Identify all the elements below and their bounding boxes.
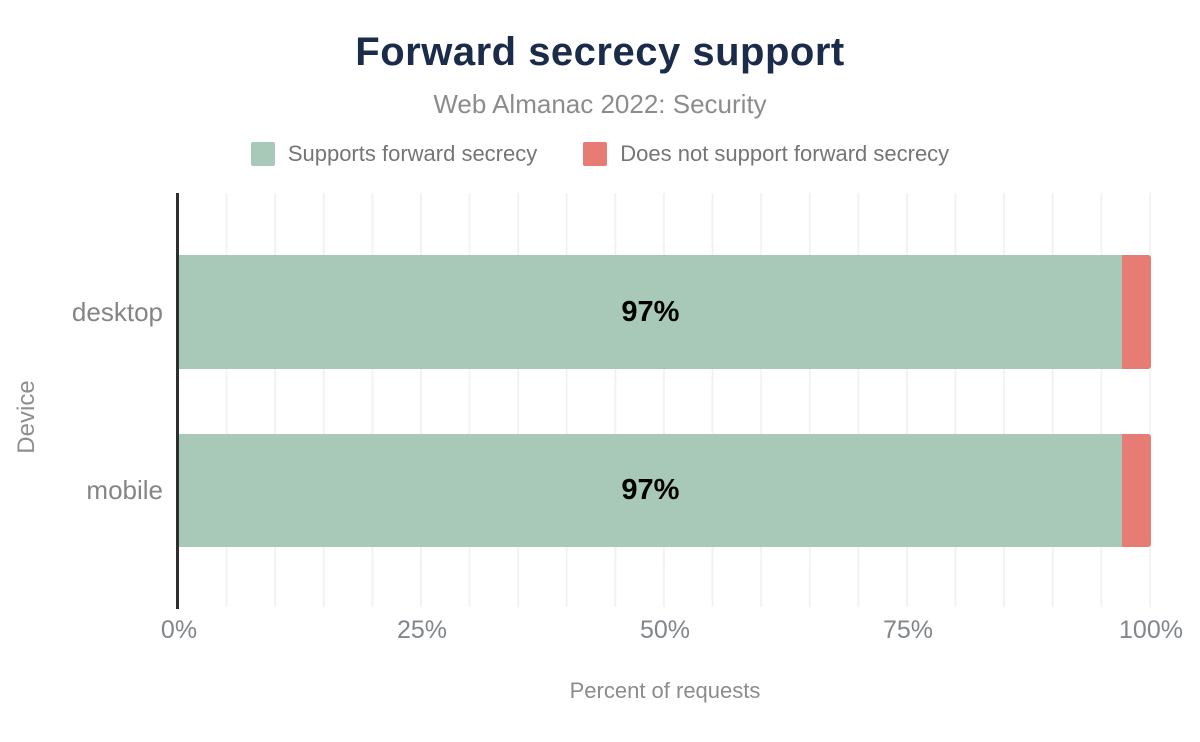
x-tick-100pct: 100%	[1119, 616, 1183, 644]
bar-segment-mobile-1	[1121, 434, 1151, 547]
category-label-mobile: mobile	[86, 475, 163, 505]
chart-subtitle: Web Almanac 2022: Security	[433, 89, 767, 119]
x-tick-25pct: 25%	[396, 616, 448, 644]
bar-value-label-mobile: 97%	[621, 474, 680, 506]
bar-segment-desktop-1	[1121, 255, 1151, 369]
category-label-desktop: desktop	[71, 297, 163, 327]
bar-row-desktop: 97%	[179, 255, 1151, 369]
legend: Supports forward secrecy Does not support…	[0, 141, 1200, 167]
y-axis-line	[176, 193, 179, 609]
bar-row-mobile: 97%	[179, 434, 1151, 547]
x-tick-50pct: 50%	[639, 616, 691, 644]
legend-label: Does not support forward secrecy	[620, 141, 950, 166]
legend-swatch-icon	[250, 142, 275, 166]
legend-item-1: Does not support forward secrecy	[583, 141, 949, 167]
x-tick-0pct: 0%	[160, 616, 198, 644]
bar-segment-desktop-0	[179, 255, 1122, 369]
legend-swatch-icon	[583, 142, 608, 166]
chart-title: Forward secrecy support	[355, 30, 845, 74]
plot-area: 97% 97%	[179, 193, 1151, 607]
x-axis-title: Percent of requests	[569, 678, 761, 703]
y-axis-title: Device	[13, 380, 40, 454]
bar-value-label-desktop: 97%	[621, 295, 680, 328]
legend-item-0: Supports forward secrecy	[250, 141, 538, 167]
bar-segment-mobile-0	[179, 434, 1122, 547]
x-tick-75pct: 75%	[882, 616, 934, 644]
x-axis-ticks: 0% 25% 50% 75% 100%	[161, 616, 1183, 646]
legend-label: Supports forward secrecy	[287, 141, 538, 166]
